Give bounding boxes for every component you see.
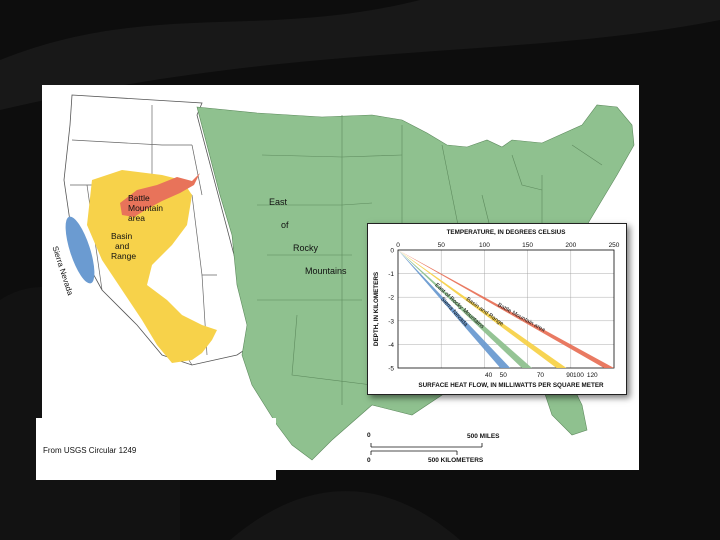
bottom-tick-3: 90	[566, 372, 574, 379]
top-tick-0: 0	[396, 242, 400, 249]
top-tick-1: 50	[438, 242, 446, 249]
scale-bar	[370, 443, 483, 455]
bottom-tick-0: 40	[485, 372, 493, 379]
caption-box: From USGS Circular 1249	[36, 418, 276, 480]
y-tick-2: -2	[388, 295, 394, 302]
series-band-basin-and-range	[398, 250, 567, 368]
basin-and-range-label: Basin and Range	[111, 231, 137, 261]
sierra-nevada-region	[65, 216, 95, 284]
y-tick-0: 0	[390, 248, 394, 255]
east-of-rockies-label: East of Rocky Mountains	[269, 197, 347, 276]
scale-miles-label: 500 MILES	[467, 433, 500, 440]
top-tick-5: 250	[609, 242, 620, 249]
bottom-tick-1: 50	[500, 372, 508, 379]
us-geothermal-map: Battle Mountain area Basin and Range Sie…	[42, 85, 639, 470]
top-axis-label: TEMPERATURE, IN DEGREES CELSIUS	[447, 229, 566, 236]
top-tick-3: 150	[522, 242, 533, 249]
basin-and-range-region	[87, 170, 217, 363]
series-band-battle-mountain-area	[398, 250, 614, 368]
heat-flow-inset-chart: Sierra Nevada East of Rocky Mountains Basi…	[367, 223, 627, 395]
scale-miles-zero: 0	[367, 432, 371, 439]
battle-mountain-label: Battle Mountain area	[128, 193, 163, 223]
y-axis-label: DEPTH, IN KILOMETERS	[373, 272, 380, 346]
scale-km-zero: 0	[367, 457, 371, 464]
source-caption: From USGS Circular 1249	[43, 446, 137, 455]
battle-mountain-region	[120, 173, 200, 217]
y-tick-3: -3	[388, 318, 394, 325]
top-tick-4: 200	[565, 242, 576, 249]
scale-km-label: 500 KILOMETERS	[428, 457, 484, 464]
bottom-tick-2: 70	[537, 372, 545, 379]
bottom-tick-4: 100	[573, 372, 584, 379]
bottom-tick-5: 120	[587, 372, 598, 379]
y-tick-5: -5	[388, 366, 394, 373]
y-tick-1: -1	[388, 271, 394, 278]
bottom-axis-label: SURFACE HEAT FLOW, IN MILLIWATTS PER SQU…	[418, 382, 604, 389]
top-tick-2: 100	[479, 242, 490, 249]
series-label-3: Battle Mountain area	[496, 302, 546, 334]
y-tick-4: -4	[388, 342, 394, 349]
